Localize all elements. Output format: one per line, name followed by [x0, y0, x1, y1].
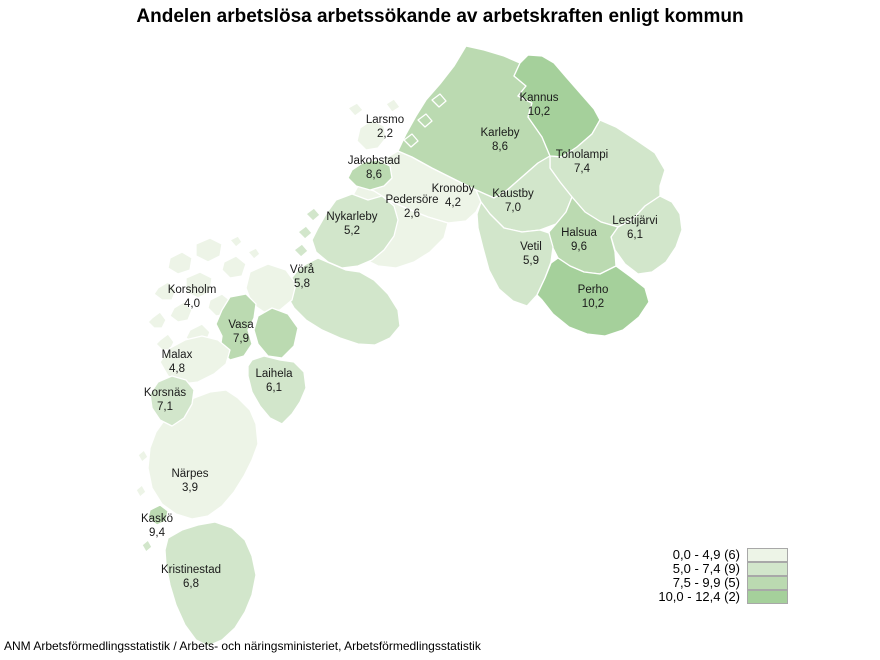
region-shape-nykarleby: [293, 243, 309, 258]
region-shape-n-rpes: [137, 449, 149, 463]
region-shape-vasa: [215, 293, 257, 361]
region-shape-nykarleby: [305, 207, 321, 222]
legend-row-0: 0,0 - 4,9 (6): [648, 547, 848, 562]
legend-row-2: 7,5 - 9,9 (5): [648, 575, 848, 590]
region-shape-larsmo: [347, 102, 364, 117]
region-label-n-rpes: Närpes 3,9: [171, 468, 208, 494]
legend-swatch-1: [747, 561, 788, 576]
region-shape-korsholm: [153, 281, 177, 301]
region-shape-karleby: [431, 93, 447, 108]
region-shape-korsn-s: [149, 375, 195, 427]
region-label-malax: Malax 4,8: [162, 349, 193, 375]
region-label-korsn-s: Korsnäs 7,1: [144, 387, 186, 413]
legend-row-1: 5,0 - 7,4 (9): [648, 561, 848, 576]
region-shape-korsholm: [167, 251, 193, 275]
region-shape-korsholm: [247, 247, 261, 260]
region-label-kannus: Kannus 10,2: [519, 92, 558, 118]
region-shape-kristinestad: [141, 539, 153, 553]
region-label-vetil: Vetil 5,9: [520, 241, 542, 267]
region-shape-kristinestad: [164, 521, 257, 647]
region-shape-korsholm: [245, 263, 297, 313]
legend-swatch-3: [747, 589, 788, 604]
region-shape-vasa: [253, 307, 299, 359]
region-shape-larsmo: [356, 119, 387, 151]
legend-label-0: 0,0 - 4,9 (6): [672, 547, 740, 562]
region-shape-korsholm: [195, 237, 223, 263]
region-shape-nykarleby: [311, 193, 399, 269]
region-label-peders-re: Pedersöre 2,6: [385, 194, 438, 220]
region-label-perho: Perho 10,2: [578, 284, 609, 310]
region-shape-korsholm: [169, 301, 193, 323]
region-label-kaustby: Kaustby 7,0: [492, 188, 534, 214]
region-label-korsholm: Korsholm 4,0: [168, 284, 217, 310]
region-label-nykarleby: Nykarleby 5,2: [326, 211, 377, 237]
legend-row-3: 10,0 - 12,4 (2): [648, 589, 848, 604]
legend-label-2: 7,5 - 9,9 (5): [672, 575, 740, 590]
legend: 0,0 - 4,9 (6) 5,0 - 7,4 (9) 7,5 - 9,9 (5) 1…: [648, 547, 848, 604]
region-shape-n-rpes: [135, 484, 147, 498]
region-label-halsua: Halsua 9,6: [561, 227, 597, 253]
region-label-larsmo: Larsmo 2,2: [366, 114, 404, 140]
region-shape-korsholm: [229, 235, 243, 248]
region-shape-perho: [536, 257, 650, 337]
region-shape-korsholm: [185, 271, 213, 299]
region-label-vasa: Vasa 7,9: [228, 319, 254, 345]
region-shape-larsmo: [385, 98, 401, 113]
region-shape-korsholm: [147, 311, 167, 329]
region-shape-kask-: [147, 504, 169, 526]
legend-swatch-2: [747, 575, 788, 590]
region-label-lestij-rvi: Lestijärvi 6,1: [612, 215, 657, 241]
legend-label-1: 5,0 - 7,4 (9): [672, 561, 740, 576]
region-shape-karleby: [417, 113, 433, 128]
region-shape-lestij-rvi: [610, 195, 683, 275]
region-shape-laihela: [247, 355, 307, 425]
region-label-karleby: Karleby 8,6: [481, 127, 520, 153]
region-shape-karleby: [403, 133, 419, 148]
legend-label-3: 10,0 - 12,4 (2): [658, 589, 740, 604]
region-label-jakobstad: Jakobstad 8,6: [348, 155, 400, 181]
source-note: ANM Arbetsförmedlingsstatistik / Arbets-…: [4, 639, 481, 653]
page-title: Andelen arbetslösa arbetssökande av arbe…: [136, 6, 744, 27]
region-shape-jakobstad: [347, 159, 393, 191]
legend-swatch-0: [747, 547, 788, 562]
region-label-laihela: Laihela 6,1: [255, 368, 293, 394]
region-label-toholampi: Toholampi 7,4: [556, 149, 608, 175]
region-label-v-r-: Vörå 5,8: [290, 264, 315, 290]
region-label-kask-: Kaskö 9,4: [141, 513, 173, 539]
region-label-kristinestad: Kristinestad 6,8: [161, 564, 221, 590]
region-shape-korsholm: [221, 255, 247, 279]
region-shape-nykarleby: [297, 225, 313, 240]
region-shape-malax: [159, 335, 231, 385]
region-label-kronoby: Kronoby 4,2: [432, 183, 475, 209]
